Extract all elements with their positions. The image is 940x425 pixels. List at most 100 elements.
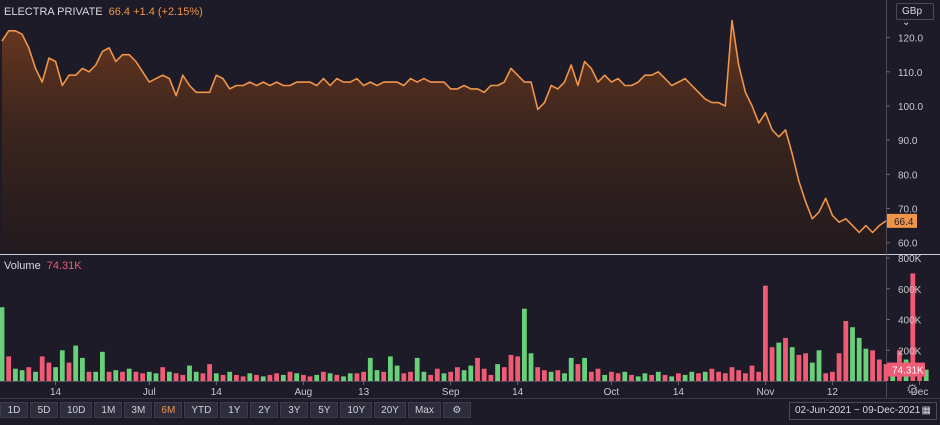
volume-bar — [106, 371, 112, 381]
volume-bar — [461, 370, 467, 381]
date-range-picker[interactable]: 02-Jun-2021 ~ 09-Dec-2021 ▦ — [789, 402, 937, 420]
x-tick-label: 14 — [673, 387, 685, 398]
volume-bar — [856, 337, 862, 381]
range-button-5d[interactable]: 5D — [30, 402, 58, 418]
x-tick-label: Nov — [757, 387, 775, 398]
volume-bar — [86, 371, 92, 381]
range-button-2y[interactable]: 2Y — [250, 402, 279, 418]
volume-bar — [160, 367, 166, 381]
volume-bar — [334, 374, 340, 381]
volume-bar — [716, 371, 721, 381]
volume-bar — [280, 374, 286, 381]
volume-bar — [73, 345, 79, 381]
volume-bar — [234, 374, 239, 381]
volume-bar — [207, 364, 212, 381]
volume-bar — [635, 376, 641, 381]
range-button-5y[interactable]: 5Y — [310, 402, 339, 418]
volume-bar — [100, 351, 105, 381]
volume-bar — [876, 359, 882, 381]
volume-bar — [428, 374, 433, 381]
volume-bar — [200, 373, 206, 381]
range-button-max[interactable]: Max — [407, 402, 441, 418]
volume-bar — [783, 337, 788, 381]
volume-bar — [850, 327, 855, 381]
volume-bar — [247, 373, 253, 381]
volume-bar — [173, 373, 179, 381]
volume-bar — [401, 373, 407, 381]
volume-bar — [448, 371, 454, 381]
price-area — [2, 20, 886, 253]
x-tick-label: 14 — [50, 387, 62, 398]
volume-bar — [441, 373, 447, 381]
volume-bar — [254, 374, 259, 381]
volume-bar — [676, 373, 681, 381]
volume-bar — [609, 371, 614, 381]
volume-tick-label: 600K — [898, 285, 922, 296]
last-price-label: 66.4 — [894, 217, 914, 228]
volume-pane — [0, 273, 929, 382]
volume-bar — [314, 374, 320, 381]
volume-bar — [542, 370, 547, 381]
volume-bar — [59, 350, 65, 382]
volume-bar — [655, 371, 661, 381]
volume-bar — [816, 350, 822, 382]
volume-bar — [126, 368, 132, 381]
currency-unit-dropdown[interactable]: GBp ⌄ — [896, 3, 934, 28]
price-tick-label: 120.0 — [898, 34, 923, 45]
date-range-text: 02-Jun-2021 ~ 09-Dec-2021 — [795, 405, 921, 416]
range-button-1y[interactable]: 1Y — [220, 402, 249, 418]
range-button-ytd[interactable]: YTD — [184, 402, 219, 418]
price-tick-label: 110.0 — [898, 68, 923, 79]
volume-bar — [863, 348, 869, 381]
range-button-1m[interactable]: 1M — [94, 402, 123, 418]
volume-bar — [562, 373, 567, 381]
range-button-1d[interactable]: 1D — [0, 402, 28, 418]
instrument-name: ELECTRA PRIVATE — [4, 6, 103, 18]
volume-bar — [140, 373, 145, 381]
range-button-3y[interactable]: 3Y — [280, 402, 309, 418]
volume-bar — [220, 374, 226, 381]
gear-icon[interactable]: ⚙ — [442, 402, 471, 418]
volume-bar — [354, 373, 360, 381]
volume-bar — [394, 365, 400, 381]
gear-icon[interactable]: ⚙ — [906, 381, 919, 397]
volume-bar — [910, 273, 916, 381]
volume-bar — [455, 367, 460, 381]
grid — [0, 0, 940, 399]
volume-bar — [809, 362, 815, 381]
volume-bar — [267, 374, 273, 381]
volume-bar — [582, 357, 587, 381]
volume-bar — [187, 365, 192, 381]
volume-bar — [287, 371, 293, 381]
volume-bar — [327, 373, 333, 381]
volume-bar — [796, 354, 802, 381]
range-button-3m[interactable]: 3M — [124, 402, 153, 418]
axes: 60.0 70.0 80.0 90.0 100.0 110.0 120.0 66.4 200K 4… — [50, 34, 928, 398]
volume-title: Volume 74.31K — [4, 260, 82, 272]
volume-bar — [13, 368, 18, 381]
volume-bar — [374, 370, 380, 381]
volume-bar — [307, 376, 313, 381]
range-button-6m[interactable]: 6M — [154, 402, 183, 418]
volume-bar — [6, 356, 12, 381]
range-button-20y[interactable]: 20Y — [374, 402, 406, 418]
price-tick-label: 70.0 — [898, 205, 918, 216]
volume-bar — [642, 373, 648, 381]
x-tick-label: Sep — [442, 387, 460, 398]
range-button-10d[interactable]: 10D — [60, 402, 93, 418]
volume-bar — [240, 376, 246, 381]
volume-bar — [508, 354, 514, 381]
unit-label: GBp — [902, 6, 923, 17]
volume-bar — [133, 371, 139, 381]
range-button-10y[interactable]: 10Y — [340, 402, 373, 418]
volume-bar — [528, 353, 534, 381]
price-line — [1, 19, 887, 234]
volume-value: 74.31K — [46, 260, 82, 272]
calendar-icon: ▦ — [921, 405, 931, 416]
volume-bar — [669, 376, 675, 381]
volume-bar — [615, 373, 621, 381]
volume-bar — [595, 368, 601, 381]
volume-bar — [193, 371, 199, 381]
